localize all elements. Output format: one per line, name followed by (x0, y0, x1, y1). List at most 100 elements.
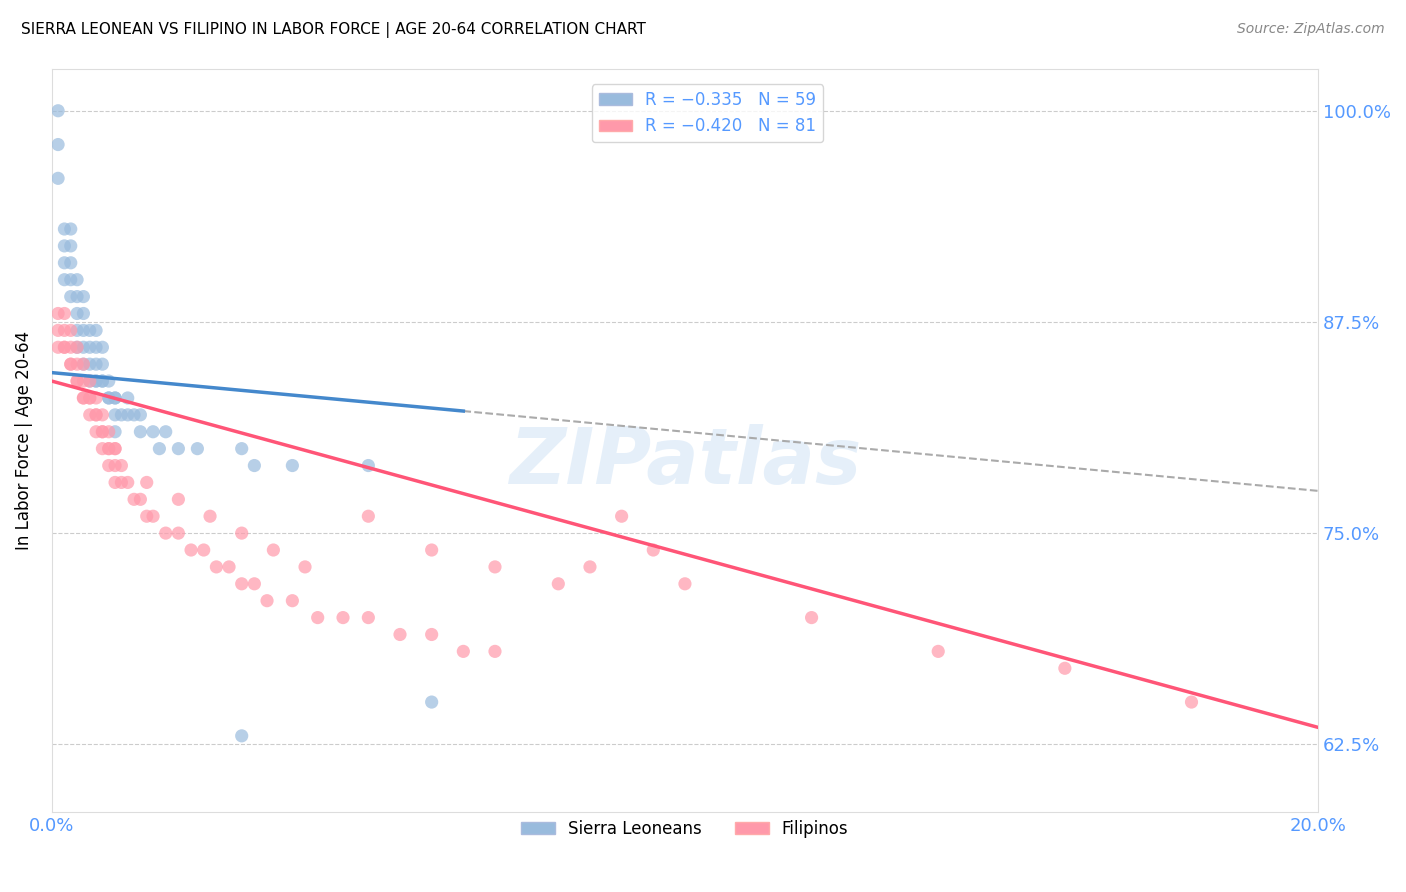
Point (579, 560, 602, 574)
Point (79, 408, 101, 422)
Point (1180, 695, 1202, 709)
Point (91, 374, 114, 388)
Point (148, 442, 170, 456)
Point (332, 610, 354, 624)
Point (46, 103, 69, 118)
Point (167, 492, 190, 507)
Legend: Sierra Leoneans, Filipinos: Sierra Leoneans, Filipinos (515, 814, 855, 845)
Point (1053, 661, 1076, 675)
Point (142, 425, 165, 439)
Point (673, 576, 696, 591)
Point (59, 273, 82, 287)
Point (72, 306, 94, 320)
Point (84, 323, 107, 337)
Point (142, 509, 165, 524)
Point (547, 576, 569, 591)
Point (66, 273, 89, 287)
Point (231, 729, 253, 743)
Point (46, 340, 69, 354)
Point (72, 374, 94, 388)
Point (53, 306, 76, 320)
Point (97, 442, 120, 456)
Point (46, 137, 69, 152)
Point (72, 357, 94, 371)
Point (59, 290, 82, 304)
Point (231, 442, 253, 456)
Point (129, 408, 152, 422)
Point (91, 425, 114, 439)
Point (59, 340, 82, 354)
Point (643, 543, 665, 558)
Point (186, 442, 208, 456)
Point (388, 627, 411, 641)
Point (79, 340, 101, 354)
Point (281, 458, 304, 473)
Point (79, 391, 101, 405)
Point (104, 442, 127, 456)
Point (84, 340, 107, 354)
Point (155, 526, 177, 541)
Point (110, 475, 132, 490)
Point (53, 239, 76, 253)
Point (129, 425, 152, 439)
Point (307, 610, 329, 624)
Point (72, 391, 94, 405)
Point (53, 256, 76, 270)
Point (97, 391, 120, 405)
Point (129, 492, 152, 507)
Point (262, 543, 284, 558)
Point (122, 408, 145, 422)
Point (91, 425, 114, 439)
Point (180, 543, 202, 558)
Point (610, 509, 633, 524)
Point (79, 374, 101, 388)
Point (167, 442, 190, 456)
Point (59, 357, 82, 371)
Point (79, 391, 101, 405)
Point (91, 340, 114, 354)
Point (243, 576, 266, 591)
Point (84, 357, 107, 371)
Point (122, 492, 145, 507)
Point (205, 560, 228, 574)
Point (84, 391, 107, 405)
Point (800, 610, 823, 624)
Point (66, 374, 89, 388)
Point (104, 391, 127, 405)
Point (91, 374, 114, 388)
Point (420, 543, 443, 558)
Point (484, 560, 506, 574)
Point (110, 458, 132, 473)
Point (104, 475, 127, 490)
Point (53, 323, 76, 337)
Point (84, 408, 107, 422)
Point (135, 509, 157, 524)
Point (484, 644, 506, 658)
Point (104, 458, 127, 473)
Text: Source: ZipAtlas.com: Source: ZipAtlas.com (1237, 22, 1385, 37)
Point (104, 425, 127, 439)
Point (72, 357, 94, 371)
Point (84, 408, 107, 422)
Point (46, 171, 69, 186)
Y-axis label: In Labor Force | Age 20-64: In Labor Force | Age 20-64 (15, 331, 32, 549)
Point (117, 408, 139, 422)
Point (53, 273, 76, 287)
Point (357, 610, 380, 624)
Point (420, 627, 443, 641)
Point (97, 442, 120, 456)
Point (66, 323, 89, 337)
Point (66, 306, 89, 320)
Point (357, 458, 380, 473)
Point (218, 560, 240, 574)
Point (59, 357, 82, 371)
Point (117, 391, 139, 405)
Text: SIERRA LEONEAN VS FILIPINO IN LABOR FORCE | AGE 20-64 CORRELATION CHART: SIERRA LEONEAN VS FILIPINO IN LABOR FORC… (21, 22, 645, 38)
Point (53, 222, 76, 236)
Point (72, 290, 94, 304)
Point (91, 357, 114, 371)
Point (294, 560, 316, 574)
Point (97, 374, 120, 388)
Point (53, 340, 76, 354)
Point (155, 425, 177, 439)
